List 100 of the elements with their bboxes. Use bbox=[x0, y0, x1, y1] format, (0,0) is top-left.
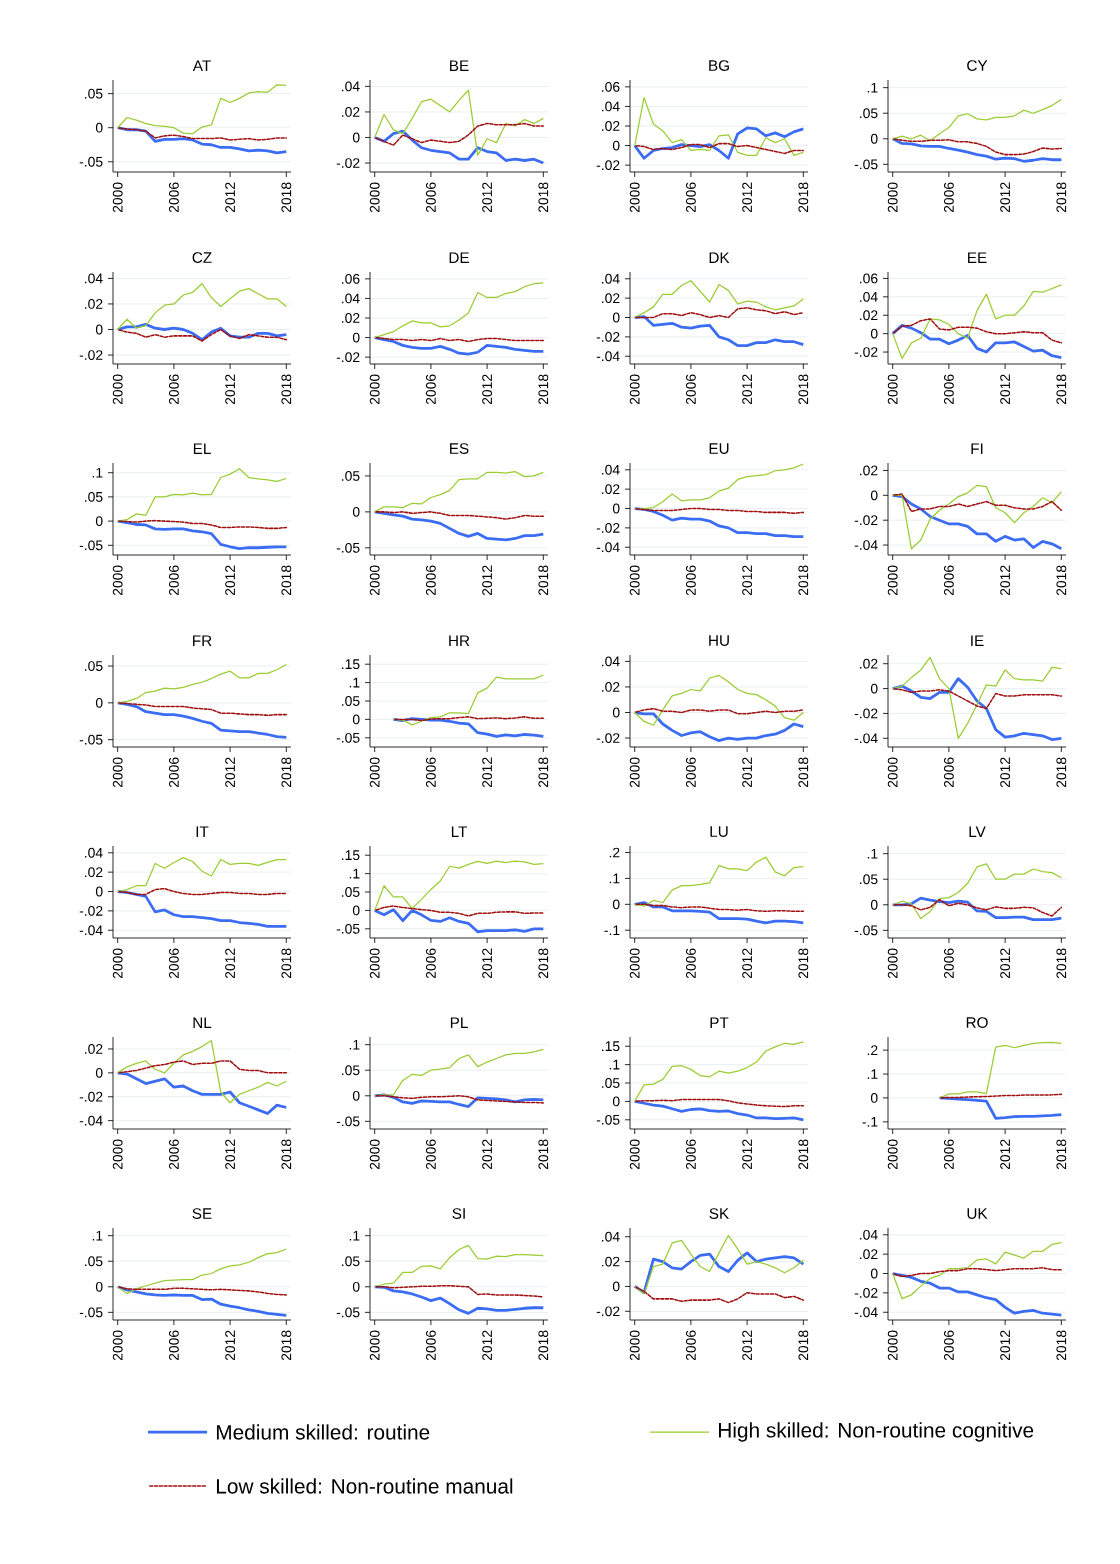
line-series bbox=[116, 519, 288, 551]
x-tick-label: 2006 bbox=[685, 948, 696, 979]
x-tick-label: 2012 bbox=[1000, 182, 1011, 213]
x-tick-label: 2000 bbox=[629, 757, 640, 788]
y-tick-label: .1 bbox=[92, 1230, 103, 1241]
y-tick-label: 0 bbox=[870, 490, 878, 501]
x-tick-label: 2012 bbox=[482, 182, 493, 213]
x-tick-label: 2012 bbox=[225, 374, 236, 405]
x-tick-label: 2000 bbox=[112, 1330, 123, 1361]
x-tick-label: 2000 bbox=[629, 182, 640, 213]
y-tick-label: -.02 bbox=[336, 158, 360, 168]
y-tick-label: -.02 bbox=[596, 733, 620, 743]
x-tick-label: 2018 bbox=[281, 757, 292, 788]
line-series bbox=[117, 468, 287, 522]
y-tick-label: .04 bbox=[85, 273, 103, 284]
x-tick-label: 2012 bbox=[225, 948, 236, 979]
chart-title: IT bbox=[196, 826, 209, 837]
x-tick-label: 2006 bbox=[425, 565, 436, 596]
x-tick-label: 2000 bbox=[369, 565, 380, 596]
line-series bbox=[892, 98, 1062, 142]
y-tick-label: .02 bbox=[860, 310, 878, 321]
x-tick-label: 2000 bbox=[887, 1330, 898, 1361]
y-tick-label: -.02 bbox=[854, 708, 878, 719]
x-tick-label: 2012 bbox=[742, 1330, 753, 1361]
y-tick-label: -.04 bbox=[854, 733, 878, 744]
line-series bbox=[117, 84, 287, 135]
x-tick-label: 2018 bbox=[798, 757, 809, 788]
x-tick-label: 2018 bbox=[281, 182, 292, 213]
line-series bbox=[373, 336, 545, 356]
y-tick-label: 0 bbox=[95, 886, 103, 897]
x-tick-label: 2018 bbox=[798, 374, 809, 405]
chart-title: CZ bbox=[192, 252, 212, 263]
x-tick-label: 2006 bbox=[943, 757, 954, 788]
y-tick-label: .02 bbox=[602, 484, 620, 495]
y-tick-label: .04 bbox=[602, 464, 620, 475]
y-tick-label: .04 bbox=[602, 101, 620, 112]
chart-title: IE bbox=[971, 635, 984, 646]
line-series bbox=[117, 663, 287, 704]
y-tick-label: .15 bbox=[602, 1041, 620, 1052]
y-tick-label: -.05 bbox=[79, 540, 103, 551]
y-tick-label: -.1 bbox=[862, 1117, 878, 1127]
x-tick-label: 2012 bbox=[225, 1139, 236, 1170]
y-tick-label: .06 bbox=[602, 81, 620, 92]
y-tick-label: .04 bbox=[602, 273, 620, 284]
x-tick-label: 2018 bbox=[1056, 757, 1067, 788]
y-tick-label: -.02 bbox=[79, 350, 103, 360]
y-tick-label: .02 bbox=[342, 313, 360, 323]
x-tick-label: 2018 bbox=[1056, 182, 1067, 213]
x-tick-label: 2012 bbox=[482, 374, 493, 405]
x-tick-label: 2000 bbox=[112, 565, 123, 596]
y-tick-label: -.02 bbox=[854, 1287, 878, 1298]
line-series bbox=[633, 507, 805, 538]
y-tick-label: -.05 bbox=[854, 159, 878, 170]
y-tick-label: -.02 bbox=[596, 1306, 620, 1317]
y-tick-label: -.04 bbox=[79, 1115, 103, 1126]
x-tick-label: 2012 bbox=[1000, 374, 1011, 405]
y-tick-label: 0 bbox=[612, 140, 620, 151]
line-series bbox=[634, 1041, 804, 1103]
y-tick-label: .05 bbox=[85, 88, 103, 99]
x-tick-label: 2012 bbox=[225, 182, 236, 213]
x-tick-label: 2000 bbox=[887, 374, 898, 405]
x-tick-label: 2018 bbox=[798, 1139, 809, 1170]
x-tick-label: 2006 bbox=[685, 565, 696, 596]
y-tick-label: 0 bbox=[612, 1281, 620, 1292]
y-tick-label: .1 bbox=[867, 82, 878, 93]
line-series bbox=[374, 860, 544, 912]
x-tick-label: 2006 bbox=[425, 757, 436, 788]
chart-title: AT bbox=[192, 60, 211, 71]
chart-title: CY bbox=[967, 60, 988, 71]
line-series bbox=[633, 1100, 805, 1122]
y-tick-label: .05 bbox=[342, 696, 360, 706]
x-tick-label: 2018 bbox=[538, 374, 549, 405]
y-tick-label: -.02 bbox=[854, 515, 878, 526]
x-tick-label: 2006 bbox=[425, 182, 436, 213]
y-tick-label: 0 bbox=[612, 707, 620, 718]
x-tick-label: 2000 bbox=[629, 948, 640, 979]
y-tick-label: 0 bbox=[612, 899, 620, 910]
y-tick-label: -.04 bbox=[79, 925, 103, 936]
x-tick-label: 2018 bbox=[538, 565, 549, 596]
y-tick-label: -.04 bbox=[854, 1307, 878, 1318]
y-tick-label: .04 bbox=[602, 1231, 620, 1242]
x-tick-label: 2018 bbox=[281, 565, 292, 596]
line-series bbox=[117, 1039, 287, 1104]
legend-label: Low skilled: Non-routine manual bbox=[216, 1478, 513, 1494]
chart-title: RO bbox=[966, 1017, 988, 1028]
line-series bbox=[891, 137, 1063, 163]
y-tick-label: 0 bbox=[870, 328, 878, 339]
line-series bbox=[633, 903, 805, 913]
x-tick-label: 2000 bbox=[112, 374, 123, 405]
y-tick-label: -.05 bbox=[854, 925, 878, 936]
y-tick-label: -.02 bbox=[596, 160, 620, 171]
x-tick-label: 2000 bbox=[629, 1139, 640, 1170]
line-series bbox=[634, 1234, 804, 1295]
x-tick-label: 2006 bbox=[168, 948, 179, 979]
y-tick-label: .02 bbox=[85, 1044, 103, 1054]
x-tick-label: 2000 bbox=[887, 757, 898, 788]
x-tick-label: 2018 bbox=[1056, 1330, 1067, 1361]
y-tick-label: .05 bbox=[85, 491, 103, 502]
x-tick-label: 2000 bbox=[887, 948, 898, 979]
y-tick-label: .05 bbox=[85, 1256, 103, 1267]
